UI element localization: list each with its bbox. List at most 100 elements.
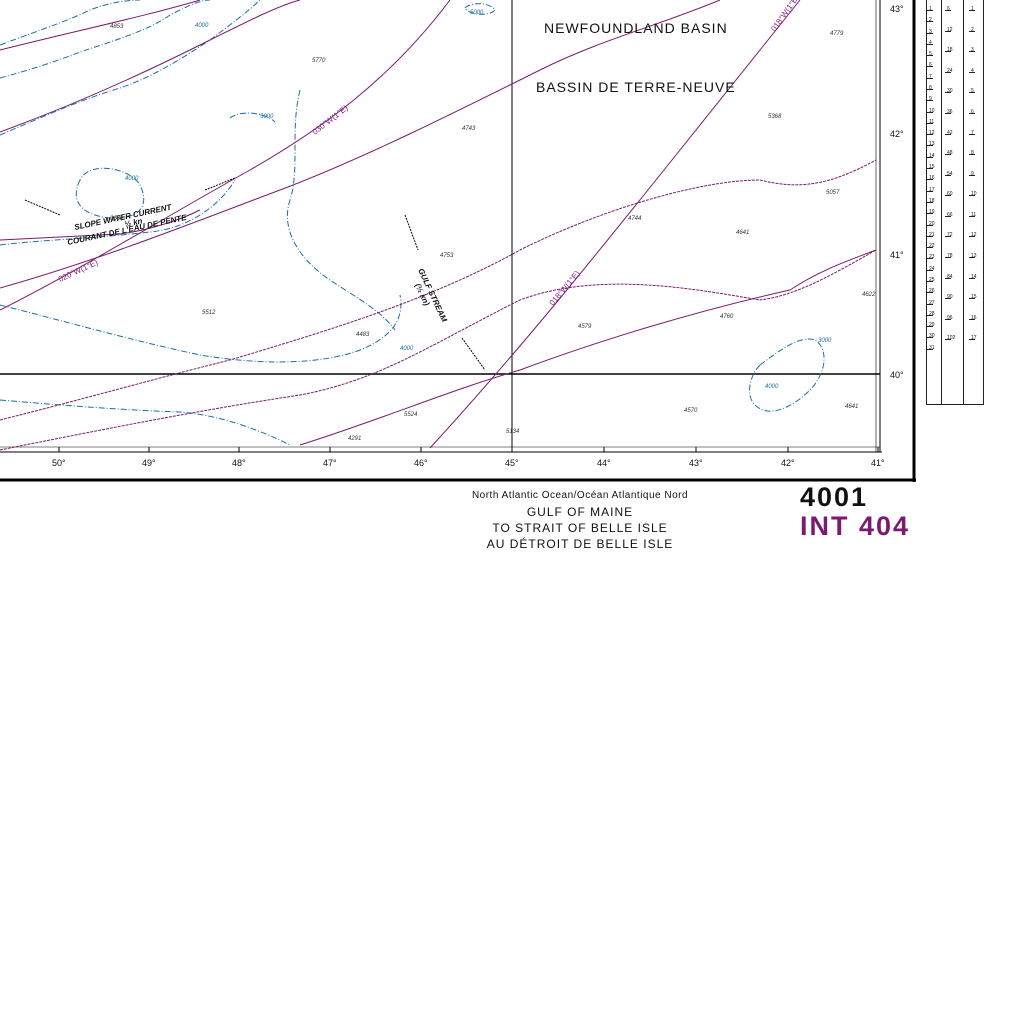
scale-value: 31: [929, 344, 935, 351]
title-strait: TO STRAIT OF BELLE ISLE: [492, 521, 668, 535]
scale-value: 16: [971, 314, 977, 321]
scale-value: 15: [929, 164, 935, 171]
scale-value: 1: [929, 6, 932, 12]
scale-value: 66: [947, 211, 953, 218]
title-detroit: AU DÉTROIT DE BELLE ISLE: [486, 537, 674, 551]
scale-value: 6: [947, 6, 950, 12]
scale-value: 26: [929, 288, 935, 295]
routes: [0, 0, 877, 451]
current-arrows: [24, 177, 486, 371]
scale-value: 96: [947, 314, 953, 321]
chart-number: 4001: [800, 482, 869, 512]
sounding: 3688: [110, 216, 124, 222]
soundings: 4853 5770 4743 4779 5368 4744 4641 3688 …: [110, 24, 876, 442]
region-newfoundland-basin: NEWFOUNDLAND BASIN: [544, 20, 728, 36]
longitude-label: 44°: [597, 458, 611, 468]
graticule: [0, 0, 880, 448]
scale-value: 102: [947, 335, 956, 342]
contour-labels: 4000 5000 4000 5000 4000 4000 3000: [125, 10, 832, 390]
scale-value: 23: [929, 254, 935, 261]
scale-value: 3: [929, 28, 932, 35]
scale-value: 54: [947, 170, 953, 177]
scale-value: 78: [947, 253, 953, 260]
scale-value: 6: [971, 108, 974, 115]
longitude-label: 49°: [142, 458, 156, 468]
longitude-label: 48°: [232, 458, 246, 468]
longitude-label: 42°: [781, 458, 795, 468]
scale-value: 11: [929, 118, 935, 125]
scale-value: 60: [947, 191, 953, 198]
scale-value: 24: [947, 67, 953, 74]
sounding: 4743: [462, 126, 476, 132]
contour-label: 4000: [195, 23, 209, 29]
longitude-label: 46°: [414, 458, 428, 468]
scale-value: 9: [971, 170, 974, 177]
sounding: 5057: [826, 190, 840, 196]
sounding: 5770: [312, 58, 326, 64]
scale-value: 29: [929, 322, 935, 329]
chart-frame: [0, 0, 916, 482]
chart-title-block: North Atlantic Ocean/Océan Atlantique No…: [420, 488, 740, 552]
scale-value: 13: [971, 253, 977, 260]
sounding: 4744: [628, 216, 642, 222]
scale-value: 42: [947, 129, 953, 136]
scale-value: 16: [929, 175, 935, 182]
contour-label: 5000: [470, 10, 484, 16]
bearing-label: 018°W(1°E): [548, 269, 582, 308]
scale-value: 17: [929, 186, 935, 193]
sounding: 4853: [110, 24, 124, 30]
scale-value: 25: [929, 276, 935, 283]
sounding: 5134: [506, 429, 520, 435]
scale-value: 36: [947, 108, 953, 115]
scale-value: 48: [947, 150, 953, 157]
scale-value: 12: [929, 130, 935, 137]
sounding: 4570: [684, 408, 698, 414]
contour-label: 4000: [765, 384, 779, 390]
contour-label: 3000: [818, 338, 832, 344]
sounding: 4291: [348, 436, 361, 442]
scale-value: 4: [971, 67, 974, 74]
sounding: 4579: [578, 324, 592, 330]
scale-value: 14: [929, 152, 935, 159]
scale-value: 21: [929, 231, 935, 238]
scale-value: 14: [971, 273, 977, 280]
scale-value: 30: [947, 88, 953, 95]
scale-value: 9: [929, 96, 932, 103]
scale-value: 24: [929, 265, 935, 272]
longitude-scale: [58, 447, 879, 452]
scale-value: 3: [971, 47, 974, 54]
scale-value: 10: [929, 107, 935, 114]
sounding: 4641: [736, 230, 749, 236]
scale-value: 8: [929, 85, 932, 92]
contour-label: 4000: [125, 176, 139, 182]
sounding: 4760: [720, 314, 734, 320]
chart-number-block: 4001 INT 404: [800, 482, 910, 540]
latitude-label: 43°: [890, 4, 904, 14]
depth-contours: [0, 0, 825, 446]
scale-value: 5: [971, 88, 974, 95]
scale-value: 10: [971, 191, 977, 198]
scale-value: 90: [947, 294, 953, 301]
scale-value: 18: [947, 47, 953, 54]
bearing-label: 020°W(1°E): [57, 258, 100, 284]
scale-value: 13: [929, 141, 935, 148]
scale-value: 4: [929, 39, 932, 46]
contour-label: 4000: [400, 346, 414, 352]
scale-value: 2: [971, 26, 974, 33]
scale-value: 22: [929, 243, 935, 250]
scale-value: 30: [929, 333, 935, 340]
latitude-label: 42°: [890, 129, 904, 139]
scale-value: 72: [947, 232, 953, 239]
scale-value: 18: [929, 197, 935, 204]
scale-value: 15: [971, 294, 977, 301]
sounding: 4641: [845, 404, 858, 410]
sounding: 4483: [356, 332, 370, 338]
latitude-label: 41°: [890, 250, 904, 260]
sounding: 4753: [440, 253, 454, 259]
region-bassin-terre-neuve: BASSIN DE TERRE-NEUVE: [536, 79, 736, 95]
title-ocean: North Atlantic Ocean/Océan Atlantique No…: [471, 490, 689, 501]
sounding: 5368: [768, 114, 782, 120]
contour-label: 5000: [260, 114, 274, 120]
scale-value: 27: [929, 299, 935, 306]
scale-value: 8: [971, 150, 974, 157]
